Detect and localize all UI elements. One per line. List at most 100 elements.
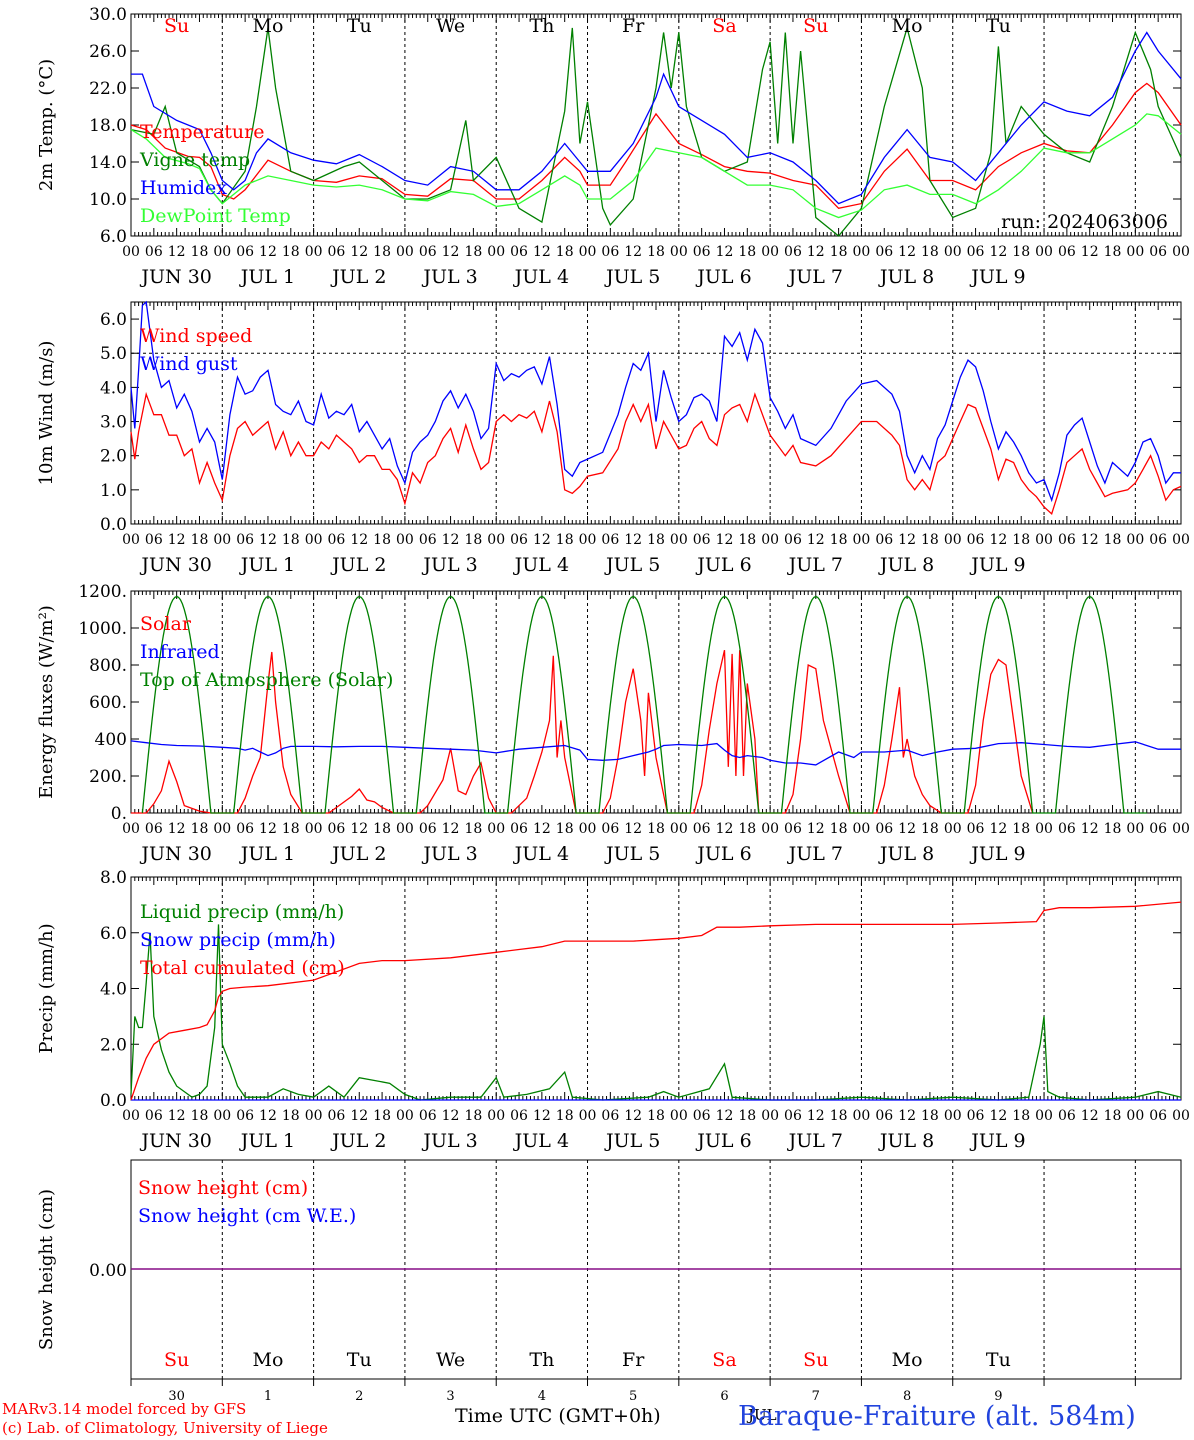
hour-label: 00 (670, 1108, 688, 1124)
hour-label: 18 (282, 821, 300, 837)
date-label: JUL 4 (513, 554, 569, 576)
hour-label: 18 (647, 244, 665, 260)
hour-label: 12 (716, 821, 734, 837)
date-label: JUL 7 (787, 843, 843, 865)
hour-label: 06 (419, 244, 437, 260)
y-tick-label: 2.0 (100, 1035, 127, 1055)
hour-label: 06 (419, 532, 437, 548)
date-label: JUL 7 (787, 266, 843, 288)
hour-label: 06 (967, 821, 985, 837)
hour-label: 18 (191, 244, 209, 260)
hour-label: 00 (487, 821, 505, 837)
date-label: JUL 9 (969, 843, 1025, 865)
day-number: 4 (538, 1389, 546, 1404)
panel-1 (130, 13, 1182, 237)
hour-label: 18 (282, 244, 300, 260)
hour-label: 06 (1149, 244, 1167, 260)
hour-label: 00 (853, 244, 871, 260)
y-tick-label: 26.0 (89, 42, 127, 62)
hour-label: 00 (396, 1108, 414, 1124)
y-tick-label: 10.0 (89, 190, 127, 210)
hour-label: 12 (807, 1108, 825, 1124)
hour-label: 06 (875, 1108, 893, 1124)
panel-3 (130, 590, 1182, 814)
hour-label: 06 (967, 532, 985, 548)
hour-label: 12 (533, 532, 551, 548)
hour-label: 06 (236, 821, 254, 837)
credit-line-1: MARv3.14 model forced by GFS (2, 1400, 247, 1418)
hour-label: 06 (967, 1108, 985, 1124)
hour-label: 00 (122, 532, 140, 548)
hour-label: 18 (464, 532, 482, 548)
hour-label: 06 (236, 532, 254, 548)
date-label: JUN 30 (139, 843, 211, 865)
hour-label: 12 (624, 244, 642, 260)
hour-label: 00 (1172, 1108, 1190, 1124)
hour-label: 12 (1081, 532, 1099, 548)
hour-label: 12 (168, 821, 186, 837)
hour-label: 00 (761, 244, 779, 260)
hour-label: 06 (967, 244, 985, 260)
day-letter: Mo (253, 1349, 284, 1371)
hour-label: 06 (875, 532, 893, 548)
hour-label: 18 (464, 821, 482, 837)
hour-label: 00 (396, 532, 414, 548)
hour-label: 18 (647, 821, 665, 837)
hour-label: 00 (579, 532, 597, 548)
hour-label: 00 (670, 244, 688, 260)
y-tick-label: 6.0 (100, 924, 127, 944)
hour-label: 00 (487, 1108, 505, 1124)
series-line-3 (130, 901, 1182, 1101)
series-line-3 (141, 595, 1147, 814)
hour-label: 12 (807, 532, 825, 548)
hour-label: 12 (898, 821, 916, 837)
hour-label: 00 (579, 1108, 597, 1124)
day-letter: Mo (892, 1349, 923, 1371)
date-label: JUL 2 (330, 843, 386, 865)
hour-label: 00 (305, 1108, 323, 1124)
hour-label: 00 (853, 1108, 871, 1124)
hour-label: 00 (213, 244, 231, 260)
day-letter: Mo (253, 15, 284, 37)
hour-label: 18 (1104, 532, 1122, 548)
station-label: Baraque-Fraiture (alt. 584m) (738, 1401, 1136, 1432)
hour-label: 12 (533, 244, 551, 260)
day-letter: Tu (986, 15, 1011, 37)
legend-label-1: Liquid precip (mm/h) (140, 901, 344, 923)
hour-label: 00 (1035, 821, 1053, 837)
hour-label: 18 (464, 244, 482, 260)
hour-label: 12 (350, 532, 368, 548)
hour-label: 06 (236, 1108, 254, 1124)
hour-label: 06 (328, 821, 346, 837)
y-tick-label: 2.0 (100, 447, 127, 467)
hour-label: 12 (898, 532, 916, 548)
legend-label-2: Snow height (cm W.E.) (138, 1205, 356, 1227)
time-axis-label: Time UTC (GMT+0h) (455, 1405, 661, 1427)
day-letter: Tu (347, 15, 372, 37)
hour-label: 00 (1172, 821, 1190, 837)
hour-label: 00 (213, 532, 231, 548)
y-tick-label: 600. (89, 693, 127, 713)
hour-label: 18 (282, 532, 300, 548)
hour-label: 06 (328, 532, 346, 548)
legend-label-3: Total cumulated (cm) (140, 957, 345, 979)
hour-label: 00 (1126, 244, 1144, 260)
day-letter: Su (164, 15, 189, 37)
y-tick-label: 0.00 (89, 1261, 127, 1281)
hour-label: 18 (191, 821, 209, 837)
day-letter: We (436, 15, 465, 37)
hour-label: 06 (875, 244, 893, 260)
day-letter: Fr (622, 15, 645, 37)
date-label: JUL 2 (330, 1130, 386, 1152)
hour-label: 12 (989, 1108, 1007, 1124)
hour-label: 00 (1035, 532, 1053, 548)
hour-label: 06 (328, 244, 346, 260)
hour-label: 00 (944, 821, 962, 837)
date-label: JUL 8 (878, 554, 934, 576)
date-label: JUL 6 (695, 554, 751, 576)
date-label: JUL 7 (787, 554, 843, 576)
hour-label: 00 (487, 244, 505, 260)
y-tick-label: 4.0 (100, 980, 127, 1000)
hour-label: 06 (1149, 821, 1167, 837)
